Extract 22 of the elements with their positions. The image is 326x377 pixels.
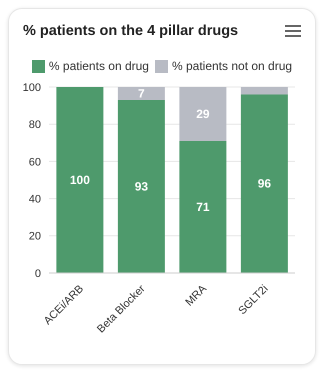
bar bbox=[56, 87, 104, 273]
data-label: 71 bbox=[196, 200, 210, 214]
data-label: 93 bbox=[134, 180, 148, 194]
y-tick-label: 100 bbox=[22, 82, 41, 94]
bar bbox=[240, 87, 288, 94]
y-tick-label: 0 bbox=[34, 268, 41, 280]
bar bbox=[118, 87, 165, 100]
bar bbox=[240, 94, 288, 273]
y-tick-label: 80 bbox=[28, 119, 41, 132]
data-label: 29 bbox=[196, 106, 210, 121]
legend-label: % patients on drug bbox=[48, 59, 149, 73]
data-label: 96 bbox=[258, 176, 272, 191]
legend-label: % patients not on drug bbox=[172, 59, 292, 73]
y-tick-label: 60 bbox=[28, 156, 41, 168]
chart-title: % patients on the 4 pillar drugs bbox=[23, 23, 238, 39]
bar bbox=[179, 140, 226, 273]
data-label: 7 bbox=[138, 86, 146, 101]
y-tick-label: 40 bbox=[28, 194, 41, 206]
bar bbox=[118, 100, 165, 273]
bar bbox=[179, 87, 226, 141]
data-label: 100 bbox=[70, 173, 90, 187]
y-tick-label: 20 bbox=[28, 230, 41, 243]
